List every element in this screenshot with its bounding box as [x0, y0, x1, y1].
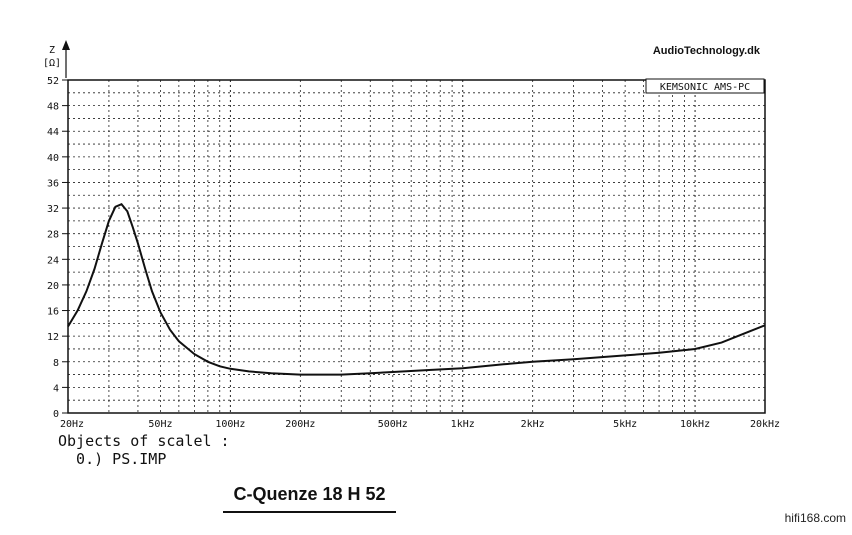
instrument-label-box — [645, 78, 765, 94]
y-tick-label: 48 — [47, 102, 59, 113]
y-tick-label: 12 — [47, 332, 59, 343]
x-tick-label: 20kHz — [750, 419, 780, 430]
x-tick-label: 200Hz — [285, 419, 315, 430]
x-tick-label: 20Hz — [60, 419, 84, 430]
watermark: hifi168.com — [784, 511, 846, 525]
x-tick-label: 500Hz — [378, 419, 408, 430]
horizontal-grid — [68, 92, 765, 401]
impedance-curve — [67, 202, 766, 376]
instrument-label: KEMSONIC AMS-PC — [660, 82, 750, 93]
x-tick-label: 10kHz — [680, 419, 710, 430]
vertical-grid — [108, 80, 696, 413]
x-tick-label: 100Hz — [215, 419, 245, 430]
y-tick-label: 24 — [47, 255, 59, 266]
y-tick-label: 8 — [53, 358, 59, 369]
y-axis-unit-bottom: [Ω] — [43, 58, 61, 69]
y-tick-label: 16 — [47, 307, 59, 318]
x-tick-label: 2kHz — [521, 419, 545, 430]
y-tick-label: 32 — [47, 204, 59, 215]
y-axis-arrowhead — [62, 40, 70, 50]
y-tick-label: 28 — [47, 230, 59, 241]
y-tick-label: 0 — [53, 409, 59, 420]
brand-text: AudioTechnology.dk — [652, 45, 760, 57]
y-tick-label: 20 — [47, 281, 59, 292]
legend-line-2: 0.) PS.IMP — [58, 450, 167, 468]
y-axis-unit-top: Z — [49, 45, 55, 56]
legend-line-1: Objects of scalel : — [58, 432, 230, 450]
title-text: C-Quenze 18 H 52 — [233, 484, 386, 504]
y-tick-label: 4 — [53, 383, 59, 394]
y-tick-label: 44 — [47, 127, 59, 138]
plot-frame — [67, 79, 766, 414]
y-tick-label: 36 — [47, 178, 59, 189]
legend: Objects of scalel : 0.) PS.IMP — [58, 432, 230, 468]
chart-title: C-Quenze 18 H 52 — [223, 478, 396, 513]
x-tick-labels: 20Hz 50Hz 100Hz 200Hz 500Hz 1kHz 2kHz 5kHz 10kHz… — [60, 419, 780, 430]
y-tick-label: 52 — [47, 76, 59, 87]
x-tick-label: 1kHz — [451, 419, 475, 430]
y-tick-label: 40 — [47, 153, 59, 164]
x-tick-label: 5kHz — [613, 419, 637, 430]
x-tick-label: 50Hz — [148, 419, 172, 430]
